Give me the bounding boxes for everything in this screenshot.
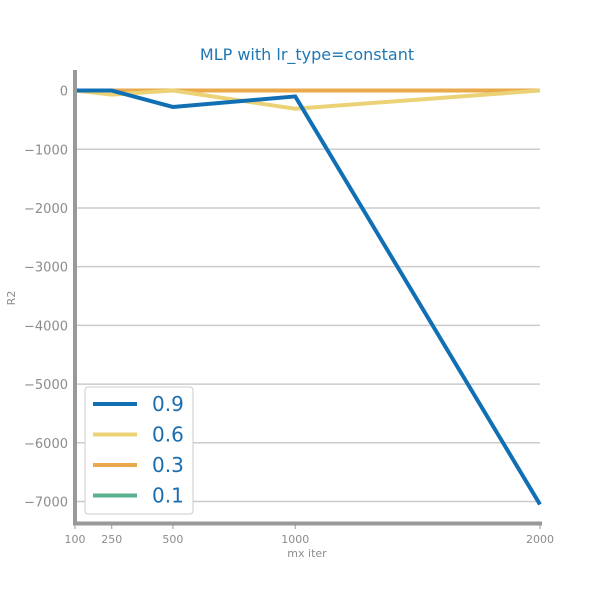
y-tick-label: −3000 xyxy=(24,261,68,276)
series-line-0.9 xyxy=(75,88,542,506)
legend-box xyxy=(84,386,194,515)
legend-label: 0.1 xyxy=(152,484,184,508)
legend-label: 0.9 xyxy=(152,392,184,416)
legend-label: 0.3 xyxy=(152,453,184,477)
y-tick-label: −4000 xyxy=(24,319,68,334)
x-tick-label: 100 xyxy=(65,533,86,546)
x-axis-label: mx iter xyxy=(287,547,327,560)
x-tick-label: 500 xyxy=(162,533,183,546)
axes xyxy=(73,70,542,526)
x-tick-label: 1000 xyxy=(281,533,309,546)
x-tick-labels: 100 250 500 1000 2000 xyxy=(65,523,554,546)
chart-title: MLP with lr_type=constant xyxy=(200,45,414,65)
y-tick-labels: 0 −1000 −2000 −3000 −4000 −5000 −6000 −7000 xyxy=(24,85,68,511)
y-tick-label: −6000 xyxy=(24,437,68,452)
series-line-0.6 xyxy=(74,88,541,111)
x-tick-label: 2000 xyxy=(526,533,554,546)
legend-label: 0.6 xyxy=(152,423,184,447)
y-axis-label: R2 xyxy=(5,291,18,306)
y-tick-label: −2000 xyxy=(24,202,68,217)
y-tick-label: 0 xyxy=(60,85,68,100)
y-tick-label: −1000 xyxy=(24,143,68,158)
x-tick-label: 250 xyxy=(101,533,122,546)
y-tick-label: −5000 xyxy=(24,378,68,393)
series-lines xyxy=(74,88,542,506)
legend: 0.9 0.6 0.3 0.1 xyxy=(84,386,194,515)
y-tick-label: −7000 xyxy=(24,496,68,511)
